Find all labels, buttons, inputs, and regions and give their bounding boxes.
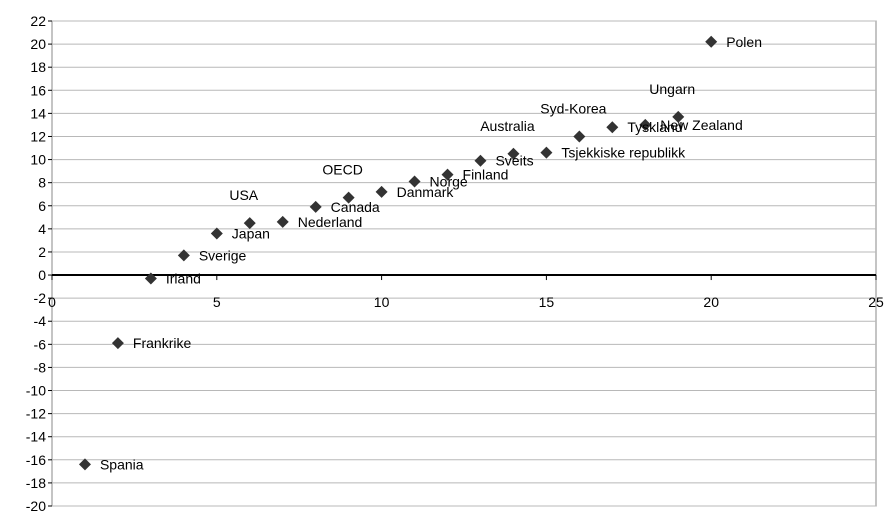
- axes: [48, 20, 877, 507]
- data-point-label: Japan: [232, 225, 270, 241]
- x-tick-labels: 0 5 10 15 20 25: [48, 294, 884, 310]
- y-tick-label: -14: [26, 429, 46, 445]
- y-tick-label: 0: [38, 267, 46, 283]
- y-tick-label: -16: [26, 452, 46, 468]
- data-point-label: Finland: [463, 167, 509, 183]
- data-point-label: Irland: [166, 271, 201, 287]
- data-point-marker: [111, 337, 124, 350]
- x-tick-label: 25: [868, 294, 884, 310]
- data-point-marker: [606, 121, 619, 134]
- x-tick-label: 20: [703, 294, 719, 310]
- x-tick-label: 10: [374, 294, 390, 310]
- data-point-label: Canada: [331, 199, 380, 215]
- y-tick-label: 20: [30, 36, 46, 52]
- y-tick-label: 18: [30, 59, 46, 75]
- data-point-label: USA: [229, 187, 258, 203]
- data-point-marker: [639, 118, 652, 131]
- data-point-marker: [210, 227, 223, 240]
- y-tick-label: 6: [38, 198, 46, 214]
- y-tick-label: -2: [34, 290, 47, 306]
- y-tick-label: 14: [30, 105, 46, 121]
- data-point-label: Sverige: [199, 247, 247, 263]
- data-point-marker: [408, 175, 421, 188]
- data-point-label: Norge: [430, 174, 468, 190]
- data-point-label: Frankrike: [133, 335, 192, 351]
- y-tick-label: -4: [34, 313, 47, 329]
- data-point-label: Syd-Korea: [540, 100, 606, 116]
- data-point-label: Sveits: [495, 153, 533, 169]
- plot-area: [51, 20, 877, 507]
- y-tick-labels: -20-18-16-14-12-10-8-6-4-202468101214161…: [26, 13, 46, 514]
- y-tick-label: -18: [26, 475, 46, 491]
- data-point-label: Australia: [480, 118, 535, 134]
- x-tick-label: 15: [539, 294, 555, 310]
- data-point-marker: [243, 217, 256, 230]
- data-point-marker: [540, 146, 553, 159]
- y-tick-label: 22: [30, 13, 46, 29]
- data-point-marker: [573, 130, 586, 143]
- data-point-label: Spania: [100, 456, 144, 472]
- data-point-label: Polen: [726, 34, 762, 50]
- x-tick-label: 5: [213, 294, 221, 310]
- data-point-label: OECD: [322, 162, 362, 178]
- x-tick-label: 0: [48, 294, 56, 310]
- data-point-marker: [474, 154, 487, 167]
- data-point-marker: [144, 272, 157, 285]
- data-points: [78, 35, 718, 471]
- data-point-label: Ungarn: [649, 81, 695, 97]
- y-tick-label: -10: [26, 383, 46, 399]
- grid-lines: [52, 20, 876, 507]
- data-point-marker: [342, 191, 355, 204]
- y-tick-label: -8: [34, 359, 47, 375]
- data-point-marker: [276, 215, 289, 228]
- data-point-marker: [375, 185, 388, 198]
- y-tick-label: -6: [34, 336, 47, 352]
- y-tick-label: 10: [30, 152, 46, 168]
- data-point-marker: [705, 35, 718, 48]
- y-tick-label: 8: [38, 175, 46, 191]
- data-point-label: Tyskland: [627, 119, 682, 135]
- y-tick-label: -12: [26, 406, 46, 422]
- y-tick-label: 16: [30, 82, 46, 98]
- y-tick-label: 4: [38, 221, 46, 237]
- data-point-marker: [78, 458, 91, 471]
- data-point-marker: [441, 168, 454, 181]
- point-labels: Spania Frankrike Irland Sverige Japan USA Nede…: [100, 34, 762, 473]
- data-point-label: Danmark: [397, 184, 455, 200]
- data-point-label: Nederland: [298, 214, 363, 230]
- data-point-marker: [177, 249, 190, 262]
- y-tick-label: 12: [30, 128, 46, 144]
- y-tick-label: 2: [38, 244, 46, 260]
- data-point-label: Tsjekkiske republikk: [561, 145, 686, 161]
- data-point-marker: [507, 147, 520, 160]
- data-point-marker: [672, 110, 685, 123]
- data-point-marker: [309, 200, 322, 213]
- y-tick-label: -20: [26, 498, 46, 514]
- data-point-label: New Zealand: [660, 117, 743, 133]
